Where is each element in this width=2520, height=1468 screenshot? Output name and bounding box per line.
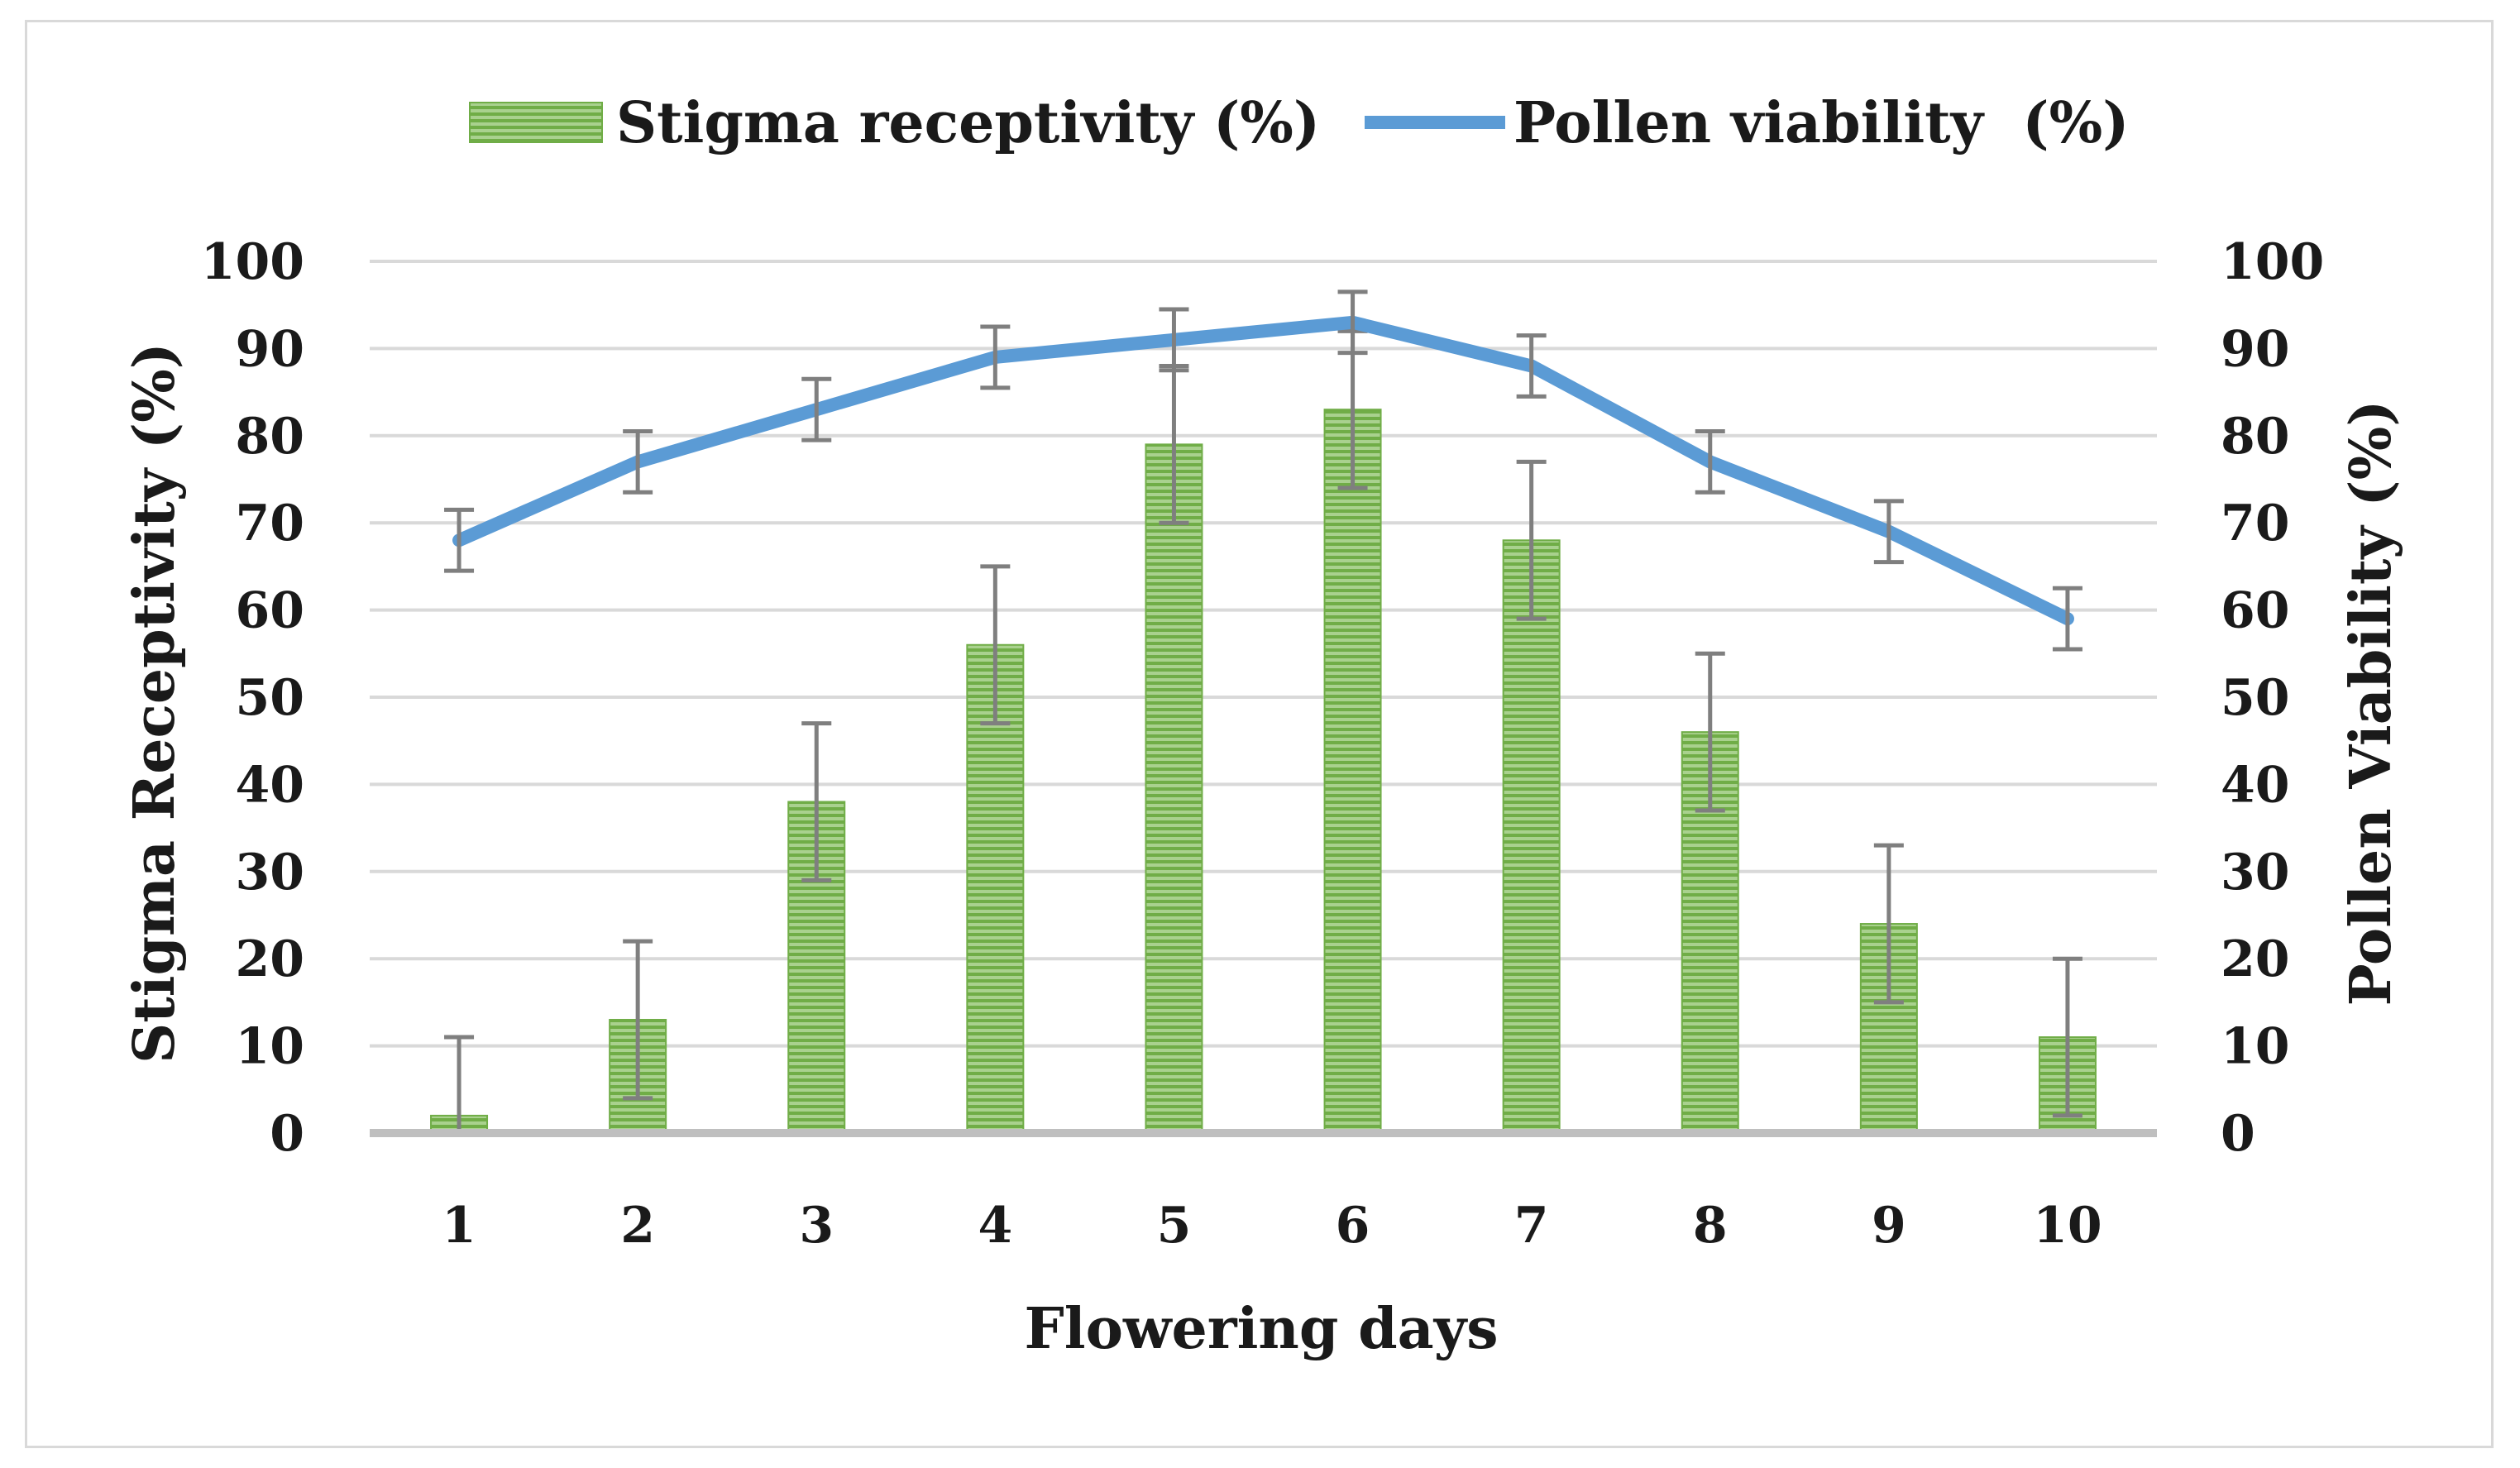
x-axis-ticks: 1 2 3 4 5 6 7 8 9 10 [442,1197,2102,1255]
line-error-bar [1159,307,1189,373]
y-tick-label-left: 80 [236,408,305,466]
x-tick-label: 5 [1157,1197,1192,1255]
line-error-bar [623,429,653,495]
line-error-bars [444,289,2082,652]
chart-frame [25,20,2494,1448]
y-tick-label-left: 40 [236,756,305,814]
y-tick-label-left: 90 [236,320,305,378]
line-error-bar [444,507,475,573]
y-tick-label-left: 20 [236,930,305,988]
x-tick-label: 10 [2033,1197,2102,1255]
bar [1145,443,1203,1134]
line-error-bar [1695,429,1725,495]
x-tick-label: 8 [1693,1197,1728,1255]
x-axis-title: Flowering days [1025,1296,1499,1362]
legend-label-stigma: Stigma receptivity (%) [616,90,1320,156]
y-axis-title-right: Pollen Viability (%) [2338,400,2404,1007]
bar-series-stigma [430,409,2097,1135]
y-tick-label-left: 0 [270,1105,304,1163]
bar-error-bar [1516,459,1547,621]
y-tick-label-right: 10 [2221,1018,2290,1076]
right-y-axis-ticks: 0 10 20 30 40 50 60 70 80 90 100 [2221,233,2324,1163]
x-tick-label: 3 [799,1197,834,1255]
bar-error-bar [2052,956,2082,1118]
legend: Stigma receptivity (%) Pollen viability … [469,90,2129,156]
bar [1502,539,1561,1134]
y-tick-label-right: 90 [2221,320,2290,378]
line-error-bar [1337,289,1368,356]
y-tick-label-left: 70 [236,495,305,552]
x-tick-label: 1 [442,1197,476,1255]
series-line [452,315,2074,626]
line-series-pollen [452,315,2074,626]
bar [966,643,1025,1134]
x-tick-label: 9 [1872,1197,1906,1255]
y-tick-label-right: 100 [2221,233,2324,291]
left-y-axis-ticks: 0 10 20 30 40 50 60 70 80 90 100 [201,233,304,1163]
y-tick-label-left: 50 [236,669,305,727]
y-tick-label-left: 60 [236,582,305,640]
line-error-bar [980,324,1011,390]
legend-swatch-stigma [469,102,603,143]
legend-label-pollen: Pollen viability (%) [1513,90,2129,156]
bar-error-bar [623,939,653,1101]
y-tick-label-right: 60 [2221,582,2290,640]
y-tick-label-right: 0 [2221,1105,2255,1163]
y-tick-label-right: 30 [2221,844,2290,901]
y-axis-title-left: Stigma Receptivity (%) [122,342,188,1064]
x-tick-label: 2 [620,1197,655,1255]
bar-error-bar [1695,651,1725,813]
x-tick-label: 6 [1336,1197,1370,1255]
x-tick-label: 7 [1514,1197,1549,1255]
bar-error-bar [1873,843,1904,1005]
y-tick-label-right: 40 [2221,756,2290,814]
gridlines [370,260,2157,1048]
y-tick-label-left: 100 [201,233,304,291]
line-error-bar [1516,333,1547,399]
bar-error-bar [801,721,832,882]
line-error-bar [1873,499,1904,565]
y-tick-label-right: 50 [2221,669,2290,727]
y-tick-label-right: 80 [2221,408,2290,466]
line-error-bar [2052,586,2082,652]
y-tick-label-right: 70 [2221,495,2290,552]
y-tick-label-right: 20 [2221,930,2290,988]
bar-error-bar [980,564,1011,726]
x-tick-label: 4 [978,1197,1012,1255]
y-tick-label-left: 30 [236,844,305,901]
line-error-bar [801,376,832,442]
bar [1323,409,1382,1134]
y-tick-label-left: 10 [236,1018,305,1076]
